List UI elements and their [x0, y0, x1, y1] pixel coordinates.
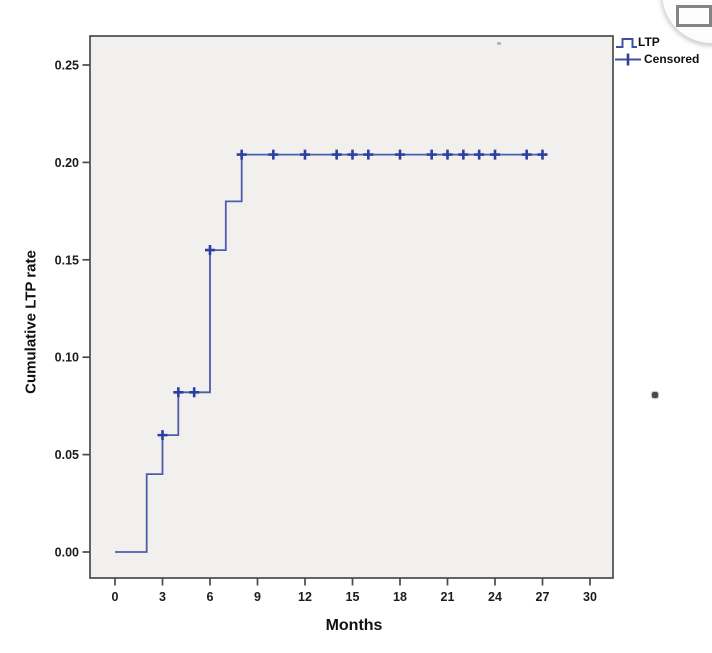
image-speck [652, 392, 658, 398]
censored-marker [395, 149, 405, 160]
plot-area [89, 35, 614, 579]
censored-marker [537, 149, 548, 160]
x-tick-label: 9 [254, 590, 261, 604]
censored-marker [363, 149, 374, 160]
y-tick-label: 0.20 [55, 156, 79, 170]
y-tick-label: 0.15 [55, 253, 79, 267]
censored-marker [521, 149, 532, 160]
plus-marker-icon [615, 53, 641, 65]
censored-marker [331, 149, 342, 160]
legend-label-censored: Censored [644, 52, 700, 66]
censored-marker [173, 387, 184, 398]
x-tick-label: 21 [441, 590, 455, 604]
censored-marker [442, 149, 453, 160]
legend-item-ltp: LTP [615, 34, 699, 50]
x-tick-label: 27 [536, 590, 550, 604]
x-tick-label: 6 [207, 590, 214, 604]
censored-marker [268, 149, 279, 160]
y-axis-title: Cumulative LTP rate [22, 250, 40, 394]
x-tick-label: 24 [488, 590, 502, 604]
y-tick-label: 0.05 [55, 448, 79, 462]
step-line-icon [616, 37, 637, 48]
censored-marker [205, 245, 215, 256]
x-tick-label: 15 [346, 590, 360, 604]
x-tick-label: 3 [159, 590, 166, 604]
censored-marker [236, 149, 247, 160]
legend-label-ltp: LTP [638, 35, 660, 49]
x-tick-label: 18 [393, 590, 407, 604]
x-tick-label: 0 [112, 590, 119, 604]
x-tick-label: 30 [583, 590, 597, 604]
censored-marker [189, 387, 200, 398]
image-speck [497, 42, 501, 45]
x-tick-label: 12 [298, 590, 312, 604]
censored-marker [300, 149, 310, 160]
y-tick-label: 0.00 [55, 546, 79, 560]
x-axis-title: Months [325, 617, 383, 634]
legend: LTP Censored [615, 34, 699, 67]
y-tick-label: 0.25 [55, 59, 79, 73]
legend-item-censored: Censored [615, 51, 699, 67]
y-tick-label: 0.10 [55, 351, 79, 365]
censored-marker [347, 149, 358, 160]
censored-marker [426, 149, 437, 160]
censored-marker [458, 149, 469, 160]
censored-marker [490, 149, 500, 160]
censored-marker [474, 149, 485, 160]
rectangle-icon[interactable] [676, 5, 712, 27]
censored-marker [157, 430, 168, 441]
